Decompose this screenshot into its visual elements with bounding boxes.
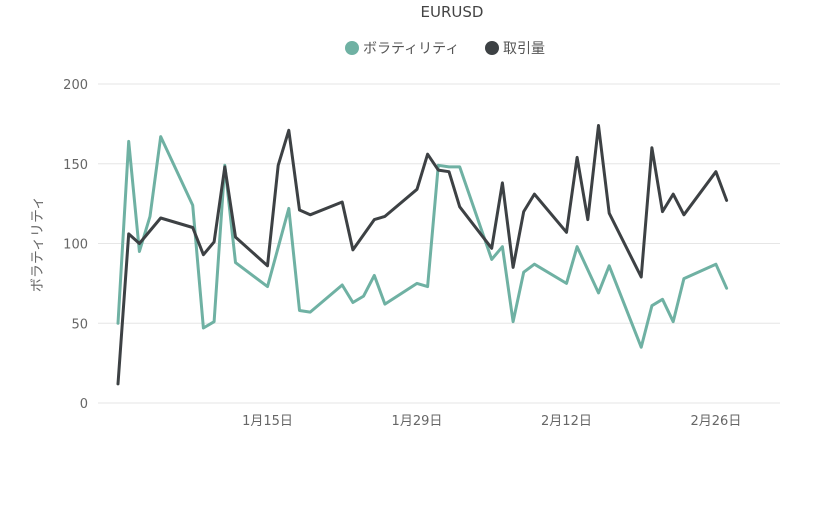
x-tick-label: 2月12日 <box>541 414 592 429</box>
y-axis-label: ボラティリティ <box>30 196 46 292</box>
series-line-1 <box>116 135 729 349</box>
legend-label: ボラティリティ <box>363 41 459 57</box>
legend-item-1[interactable]: ボラティリティ <box>345 41 459 57</box>
legend-marker <box>345 41 359 55</box>
y-tick-label: 50 <box>71 317 88 332</box>
x-tick-label: 1月15日 <box>242 414 293 429</box>
legend[interactable]: ボラティリティ 取引量 <box>345 41 545 57</box>
y-tick-label: 100 <box>63 238 88 253</box>
legend-item-2[interactable]: 取引量 <box>485 41 545 57</box>
chart-title: EURUSD <box>421 3 484 21</box>
x-tick-label: 2月26日 <box>691 414 742 429</box>
series-lines <box>116 124 729 386</box>
y-axis-ticks: 0 50 100 150 200 <box>63 78 88 412</box>
y-tick-label: 150 <box>63 158 88 173</box>
y-tick-label: 200 <box>63 78 88 93</box>
x-tick-label: 1月29日 <box>392 414 443 429</box>
legend-label: 取引量 <box>503 41 545 57</box>
series-line-2 <box>116 124 729 386</box>
legend-marker <box>485 41 499 55</box>
y-tick-label: 0 <box>80 397 88 412</box>
x-axis-ticks: 1月15日 1月29日 2月12日 2月26日 <box>242 414 741 429</box>
